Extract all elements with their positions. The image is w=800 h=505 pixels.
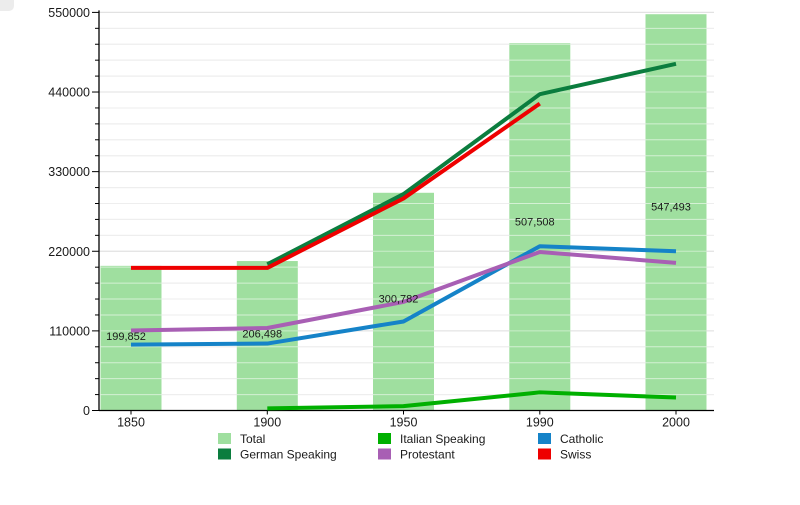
legend-swatch-total [218, 433, 231, 444]
x-tick-label-2000: 2000 [662, 416, 690, 430]
legend-item-catholic: Catholic [538, 432, 603, 446]
legend-label-swiss: Swiss [560, 448, 591, 462]
legend-item-italian-speaking: Italian Speaking [378, 432, 485, 446]
y-axis-labels: 0 110000 220000 330000 440000 550000 [48, 6, 90, 418]
legend-label-catholic: Catholic [560, 432, 603, 446]
y-tick-label: 220000 [48, 245, 90, 259]
axes [92, 10, 714, 415]
legend-label-german-speaking: German Speaking [240, 448, 337, 462]
legend-swatch-swiss [538, 448, 551, 460]
legend-label-italian-speaking: Italian Speaking [400, 432, 485, 446]
x-axis-labels: 1850 1900 1950 1990 2000 [117, 416, 690, 430]
bar-value-label-1990: 507,508 [515, 216, 555, 228]
series-line-italian-speaking [267, 390, 677, 411]
y-tick-label: 110000 [49, 324, 90, 338]
y-tick-label: 330000 [48, 165, 90, 179]
bar-value-label-2000: 547,493 [651, 201, 691, 213]
total-bar-1900 [236, 261, 298, 411]
series-line-german-speaking [266, 61, 677, 267]
total-bar-2000 [645, 14, 707, 411]
bar-value-labels: 199,852 206,498 300,782 507,508 547,493 [106, 201, 691, 343]
legend-label-protestant: Protestant [400, 448, 455, 462]
series-line-catholic [130, 244, 677, 347]
legend-label-total: Total [240, 432, 265, 446]
legend-swatch-protestant [378, 448, 391, 460]
x-tick-label-1900: 1900 [253, 416, 281, 430]
total-bars [100, 14, 707, 411]
legend-swatch-catholic [538, 433, 551, 444]
x-tick-label-1990: 1990 [526, 416, 554, 430]
legend-swatch-german-speaking [218, 448, 231, 460]
legend-swatch-italian-speaking [378, 433, 391, 444]
y-tick-label: 0 [83, 404, 90, 418]
legend-item-total: Total [218, 432, 265, 446]
series-line-protestant [130, 249, 677, 333]
series-line-swiss [131, 101, 541, 270]
bar-value-label-1850: 199,852 [106, 331, 146, 343]
legend-item-protestant: Protestant [378, 448, 455, 462]
y-tick-label: 550000 [48, 6, 90, 20]
total-bar-1850 [100, 265, 162, 411]
bar-value-label-1950: 300,782 [379, 293, 419, 305]
corner-artifact [0, 0, 14, 11]
bar-value-label-1900: 206,498 [242, 329, 282, 341]
x-tick-label-1950: 1950 [390, 416, 418, 430]
y-tick-label: 440000 [48, 86, 90, 100]
legend-item-german-speaking: German Speaking [218, 448, 337, 462]
legend-item-swiss: Swiss [538, 448, 591, 462]
x-tick-label-1850: 1850 [117, 416, 145, 430]
chart-legend: Total German Speaking Italian Speaking Prot… [218, 432, 603, 462]
